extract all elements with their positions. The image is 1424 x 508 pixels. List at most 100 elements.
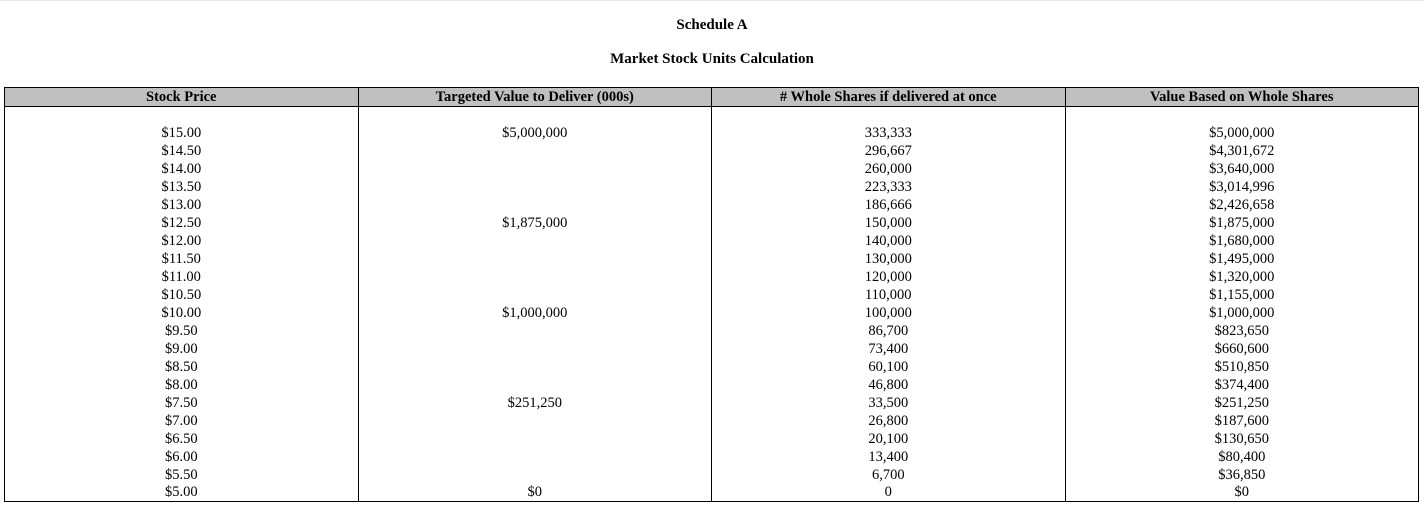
cell-stock-price: $13.50 [4, 178, 359, 196]
cell-whole-shares: 86,700 [711, 322, 1066, 340]
cell-value-whole-shares: $130,650 [1064, 430, 1419, 448]
schedule-subtitle: Market Stock Units Calculation [610, 51, 814, 67]
cell-whole-shares: 100,000 [711, 304, 1066, 322]
table-row: $5.00 $0 0 $0 [4, 484, 1419, 502]
header-stock-price: Stock Price [4, 87, 359, 107]
cell-value-whole-shares: $3,014,996 [1064, 178, 1419, 196]
cell-targeted-value [357, 358, 712, 376]
cell-targeted-value [357, 412, 712, 430]
cell-targeted-value [357, 142, 712, 160]
table-row: $6.00 13,400 $80,400 [4, 448, 1419, 466]
table-row: $9.50 86,700 $823,650 [4, 322, 1419, 340]
table-row: $13.00 186,666 $2,426,658 [4, 196, 1419, 214]
header-targeted-value: Targeted Value to Deliver (000s) [357, 87, 712, 107]
table-row: $14.50 296,667 $4,301,672 [4, 142, 1419, 160]
table-row: $10.00 $1,000,000 100,000 $1,000,000 [4, 304, 1419, 322]
cell-stock-price: $13.00 [4, 196, 359, 214]
cell-stock-price: $9.50 [4, 322, 359, 340]
table-row: $13.50 223,333 $3,014,996 [4, 178, 1419, 196]
schedule-title: Schedule A [676, 17, 748, 33]
table-body: $15.00 $5,000,000 333,333 $5,000,000 $14.50 2… [4, 106, 1419, 502]
cell-value-whole-shares: $80,400 [1064, 448, 1419, 466]
cell-stock-price: $14.50 [4, 142, 359, 160]
cell-targeted-value [357, 268, 712, 286]
cell-whole-shares: 26,800 [711, 412, 1066, 430]
cell-value-whole-shares: $1,680,000 [1064, 232, 1419, 250]
cell-targeted-value [357, 376, 712, 394]
cell-value-whole-shares: $660,600 [1064, 340, 1419, 358]
cell-whole-shares: 6,700 [711, 466, 1066, 484]
cell-targeted-value: $5,000,000 [357, 124, 712, 142]
cell-value-whole-shares: $1,000,000 [1064, 304, 1419, 322]
table-row: $11.00 120,000 $1,320,000 [4, 268, 1419, 286]
cell-stock-price: $12.50 [4, 214, 359, 232]
cell-stock-price: $6.50 [4, 430, 359, 448]
cell-value-whole-shares: $2,426,658 [1064, 196, 1419, 214]
cell-whole-shares: 333,333 [711, 124, 1066, 142]
cell-stock-price: $11.50 [4, 250, 359, 268]
cell-stock-price: $11.00 [4, 268, 359, 286]
spacer-row [4, 106, 1419, 124]
cell-whole-shares: 120,000 [711, 268, 1066, 286]
cell-whole-shares: 296,667 [711, 142, 1066, 160]
cell-targeted-value: $251,250 [357, 394, 712, 412]
cell-whole-shares: 73,400 [711, 340, 1066, 358]
cell-targeted-value [357, 466, 712, 484]
cell-value-whole-shares: $4,301,672 [1064, 142, 1419, 160]
table-row: $12.00 140,000 $1,680,000 [4, 232, 1419, 250]
market-stock-units-table: Stock Price Targeted Value to Deliver (0… [4, 87, 1419, 502]
cell-whole-shares: 33,500 [711, 394, 1066, 412]
cell-targeted-value [357, 340, 712, 358]
cell-value-whole-shares: $5,000,000 [1064, 124, 1419, 142]
table-row: $5.50 6,700 $36,850 [4, 466, 1419, 484]
cell-stock-price: $10.00 [4, 304, 359, 322]
cell-stock-price: $9.00 [4, 340, 359, 358]
top-divider [0, 0, 1424, 1]
cell-targeted-value [357, 322, 712, 340]
cell-stock-price: $8.00 [4, 376, 359, 394]
table-row: $9.00 73,400 $660,600 [4, 340, 1419, 358]
cell-stock-price: $5.50 [4, 466, 359, 484]
cell-stock-price: $15.00 [4, 124, 359, 142]
cell-whole-shares: 260,000 [711, 160, 1066, 178]
cell-stock-price: $12.00 [4, 232, 359, 250]
cell-whole-shares: 186,666 [711, 196, 1066, 214]
header-whole-shares: # Whole Shares if delivered at once [711, 87, 1066, 107]
header-value-whole-shares: Value Based on Whole Shares [1064, 87, 1419, 107]
spacer-cell [1064, 106, 1419, 124]
cell-whole-shares: 13,400 [711, 448, 1066, 466]
cell-stock-price: $6.00 [4, 448, 359, 466]
cell-whole-shares: 46,800 [711, 376, 1066, 394]
table-row: $8.50 60,100 $510,850 [4, 358, 1419, 376]
cell-targeted-value: $1,875,000 [357, 214, 712, 232]
cell-value-whole-shares: $0 [1064, 484, 1419, 502]
cell-stock-price: $8.50 [4, 358, 359, 376]
table-row: $14.00 260,000 $3,640,000 [4, 160, 1419, 178]
table-row: $8.00 46,800 $374,400 [4, 376, 1419, 394]
cell-targeted-value [357, 286, 712, 304]
table-row: $10.50 110,000 $1,155,000 [4, 286, 1419, 304]
cell-stock-price: $10.50 [4, 286, 359, 304]
table-row: $6.50 20,100 $130,650 [4, 430, 1419, 448]
cell-value-whole-shares: $36,850 [1064, 466, 1419, 484]
cell-targeted-value: $1,000,000 [357, 304, 712, 322]
cell-stock-price: $7.00 [4, 412, 359, 430]
table-row: $15.00 $5,000,000 333,333 $5,000,000 [4, 124, 1419, 142]
cell-targeted-value [357, 448, 712, 466]
cell-value-whole-shares: $1,875,000 [1064, 214, 1419, 232]
cell-value-whole-shares: $510,850 [1064, 358, 1419, 376]
cell-whole-shares: 0 [711, 484, 1066, 502]
table-header: Stock Price Targeted Value to Deliver (0… [4, 87, 1419, 107]
table-row: $12.50 $1,875,000 150,000 $1,875,000 [4, 214, 1419, 232]
spacer-cell [711, 106, 1066, 124]
spacer-cell [4, 106, 359, 124]
cell-stock-price: $5.00 [4, 484, 359, 502]
cell-whole-shares: 150,000 [711, 214, 1066, 232]
spacer-cell [357, 106, 712, 124]
table-row: $11.50 130,000 $1,495,000 [4, 250, 1419, 268]
cell-whole-shares: 140,000 [711, 232, 1066, 250]
cell-targeted-value [357, 196, 712, 214]
cell-whole-shares: 223,333 [711, 178, 1066, 196]
cell-value-whole-shares: $251,250 [1064, 394, 1419, 412]
cell-targeted-value [357, 250, 712, 268]
